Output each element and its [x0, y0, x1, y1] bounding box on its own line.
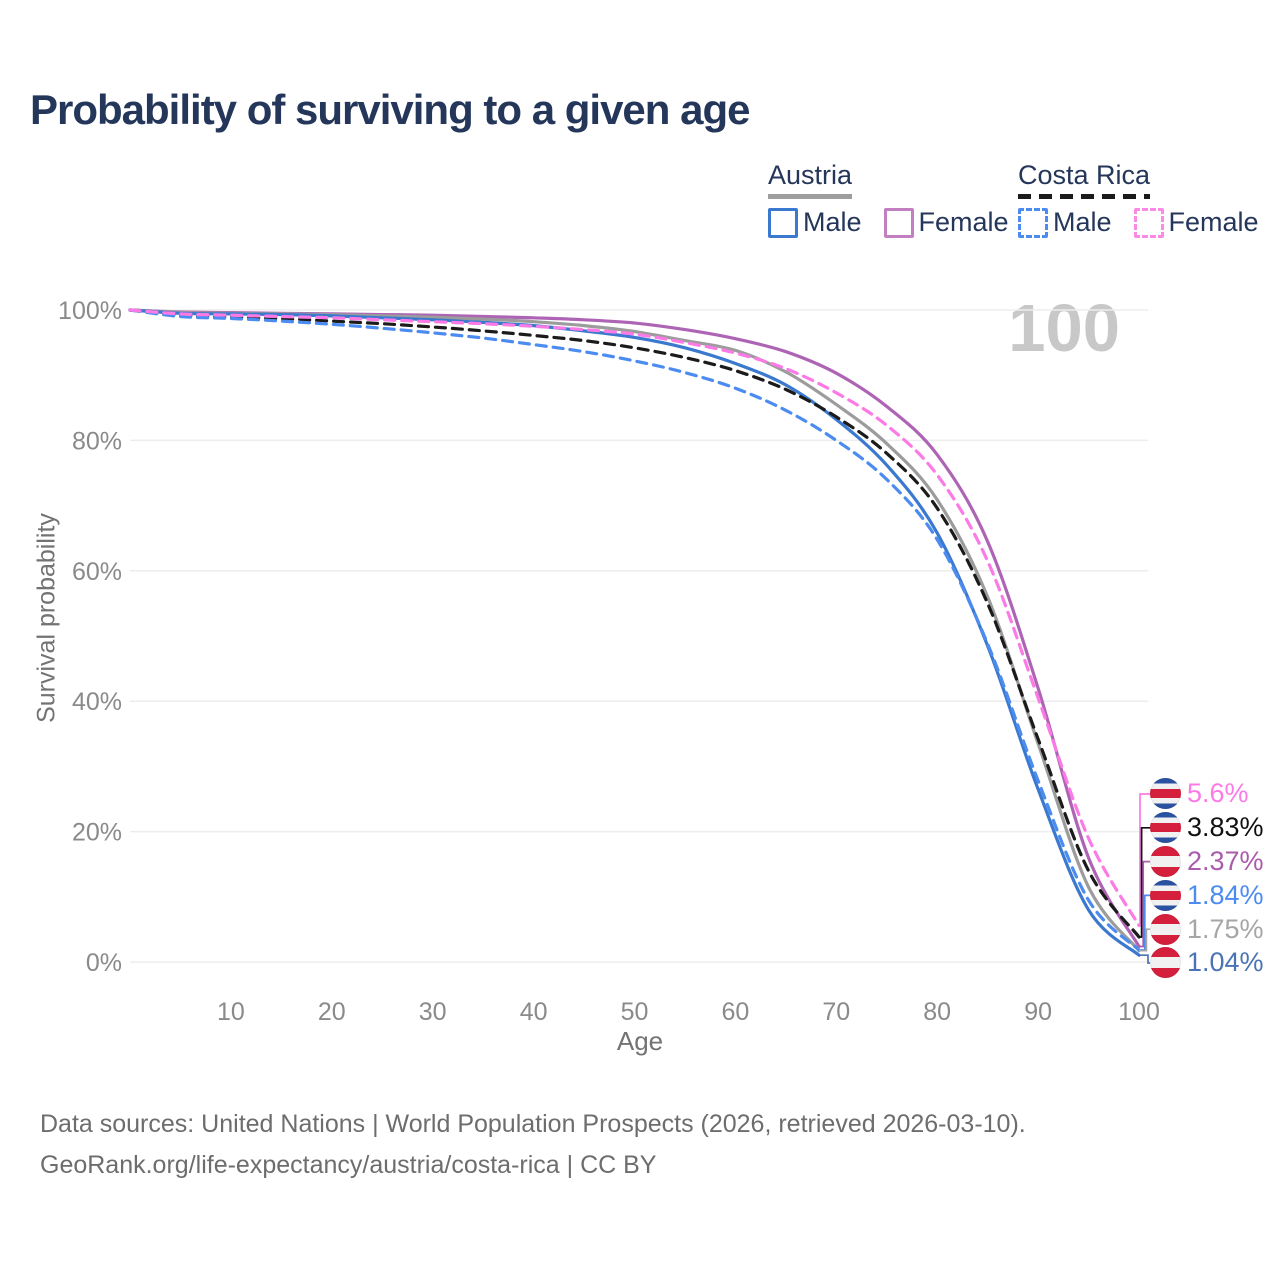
x-tick-label-80: 80: [923, 998, 951, 1026]
series-line-costa-rica-male: [128, 308, 1141, 952]
footer-data-sources: Data sources: United Nations | World Pop…: [40, 1110, 1026, 1138]
chart-title: Probability of surviving to a given age: [30, 86, 750, 133]
end-label-cr_male: 1.84%: [1150, 878, 1264, 912]
end-label-value: 1.84%: [1187, 879, 1264, 910]
legend-item-austria-female[interactable]: Female: [883, 207, 1009, 238]
legend-item-costa-rica-male[interactable]: Male: [1018, 207, 1112, 238]
x-tick-label-30: 30: [419, 998, 447, 1026]
y-tick-label-60: 60%: [72, 558, 122, 586]
end-label-at_total: 1.75%: [1150, 912, 1264, 946]
leader-line-at_total: [1139, 928, 1151, 952]
austria-flag-icon: [1150, 947, 1181, 979]
end-label-value: 3.83%: [1187, 812, 1264, 843]
legend-item-label: Male: [803, 207, 862, 237]
end-label-value: 1.04%: [1187, 947, 1264, 978]
footer-attribution: GeoRank.org/life-expectancy/austria/cost…: [40, 1151, 657, 1179]
y-tick-label-40: 40%: [72, 688, 122, 716]
legend-country-label: Austria: [768, 160, 853, 190]
legend-item-austria-male[interactable]: Male: [768, 207, 862, 238]
y-tick-label-100: 100%: [58, 297, 122, 325]
y-axis-title: Survival probability: [32, 513, 61, 723]
austria-flag-icon: [1150, 845, 1181, 877]
legend-country-label: Costa Rica: [1018, 160, 1151, 190]
x-tick-label-90: 90: [1024, 998, 1052, 1026]
legend-swatch-icon: [883, 207, 914, 238]
x-axis-title: Age: [616, 1026, 664, 1056]
x-tick-label-100: 100: [1118, 998, 1160, 1026]
age-100-watermark: 100: [1008, 291, 1120, 366]
legend-group-austria: Austria Male Female: [768, 160, 1009, 238]
x-tick-label-10: 10: [217, 998, 245, 1026]
leader-line-at_male: [1139, 954, 1151, 964]
austria-flag-icon: [1150, 913, 1181, 945]
end-label-at_male: 1.04%: [1150, 946, 1264, 980]
leader-line-cr_female: [1139, 793, 1151, 927]
series-line-costa-rica-female: [128, 308, 1141, 928]
end-label-cr_total: 3.83%: [1150, 811, 1264, 845]
costa-rica-flag-icon: [1150, 879, 1181, 911]
end-label-value: 1.75%: [1187, 913, 1264, 944]
legend-swatch-icon: [1133, 207, 1164, 238]
legend-dashed-line-sample: [1018, 194, 1151, 199]
legend-item-label: Female: [918, 207, 1009, 237]
costa-rica-flag-icon: [1150, 778, 1181, 810]
x-tick-label-50: 50: [621, 998, 649, 1026]
legend-swatch-icon: [768, 207, 798, 238]
y-tick-label-20: 20%: [72, 819, 122, 847]
end-label-at_female: 2.37%: [1150, 845, 1264, 879]
x-tick-label-40: 40: [520, 998, 548, 1026]
legend-group-costa-rica: Costa Rica Male Female: [1018, 160, 1259, 238]
end-label-cr_female: 5.6%: [1150, 777, 1264, 811]
end-label-value: 5.6%: [1187, 778, 1249, 809]
costa-rica-flag-icon: [1150, 812, 1181, 844]
series-line-austria-male: [128, 308, 1141, 957]
leader-line-at_female: [1139, 860, 1151, 948]
x-tick-label-70: 70: [822, 998, 850, 1026]
series-line-costa-rica: [128, 308, 1141, 939]
leader-line-cr_total: [1139, 826, 1151, 938]
x-tick-label-20: 20: [318, 998, 346, 1026]
legend-item-costa-rica-female[interactable]: Female: [1133, 207, 1259, 238]
y-tick-label-80: 80%: [72, 427, 122, 455]
series-line-austria: [128, 308, 1141, 953]
footer: Data sources: United Nations | World Pop…: [40, 1104, 1026, 1186]
legend-item-label: Male: [1053, 207, 1112, 237]
legend-swatch-icon: [1018, 207, 1048, 238]
end-value-labels: 5.6% 3.83% 2.37% 1.84% 1.75% 1.04%: [1150, 777, 1264, 980]
series-line-austria-female: [128, 308, 1141, 949]
x-tick-label-60: 60: [721, 998, 749, 1026]
legend-item-label: Female: [1168, 207, 1259, 237]
legend-solid-line-sample: [768, 194, 853, 199]
end-label-value: 2.37%: [1187, 845, 1264, 876]
y-tick-label-0: 0%: [86, 949, 122, 977]
